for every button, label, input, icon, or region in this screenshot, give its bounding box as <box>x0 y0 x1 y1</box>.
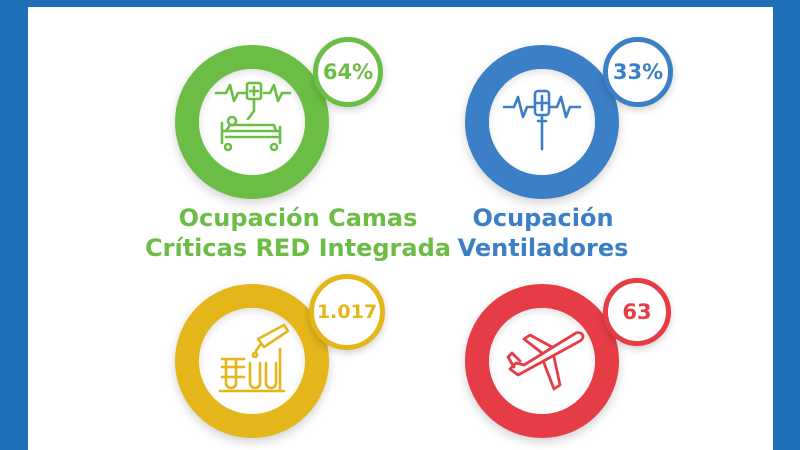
infographic-card: 64% Ocupación Camas Críticas RED Integra… <box>28 7 773 450</box>
caption-critical-beds: Ocupación Camas Críticas RED Integrada <box>118 203 478 263</box>
value-flights: 63 <box>622 300 652 324</box>
caption-line-2: Ventiladores <box>457 234 629 262</box>
airplane-icon <box>506 331 585 391</box>
caption-ventilators: Ocupación Ventiladores <box>428 203 658 263</box>
value-tests: 1.017 <box>316 301 378 323</box>
value-badge-yellow: 1.017 <box>309 274 385 350</box>
yellow-ring-inner <box>199 308 305 414</box>
caption-line-2: Críticas RED Integrada <box>145 234 451 262</box>
caption-line-1: Ocupación Camas <box>178 204 418 232</box>
value-ventilators: 33% <box>612 60 664 84</box>
test-tubes-icon <box>218 323 290 393</box>
value-badge-green: 64% <box>313 37 383 107</box>
green-ring-inner <box>199 69 305 175</box>
ventilator-icon <box>502 89 582 151</box>
hospital-bed-icon <box>214 81 292 152</box>
value-badge-red: 63 <box>603 278 671 346</box>
value-badge-blue: 33% <box>603 37 673 107</box>
caption-line-1: Ocupación <box>472 204 614 232</box>
value-critical-beds: 64% <box>322 60 374 84</box>
